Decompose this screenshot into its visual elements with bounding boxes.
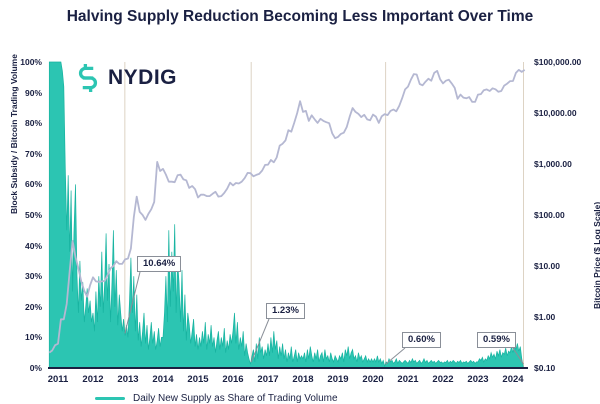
price-line-series — [48, 69, 526, 354]
legend-swatch-supply — [95, 397, 125, 400]
y-left-tick-10%: 10% — [24, 332, 42, 343]
y-left-tick-70%: 70% — [24, 148, 42, 159]
x-tick-2018: 2018 — [292, 374, 314, 385]
x-tick-2013: 2013 — [117, 374, 139, 385]
y-left-tick-60%: 60% — [24, 179, 42, 190]
y-left-tick-100%: 100% — [20, 57, 42, 67]
annotation-leader-2 — [385, 347, 406, 365]
x-tick-2021: 2021 — [397, 374, 419, 385]
y-left-tick-40%: 40% — [24, 240, 42, 251]
annotation-halving-2016: 1.23% — [266, 303, 305, 319]
y-right-tick-$0.10: $0.10 — [534, 363, 556, 373]
y-left-tick-0%: 0% — [29, 363, 42, 373]
annotation-halving-2020: 0.60% — [402, 332, 441, 348]
x-tick-2023: 2023 — [467, 374, 489, 385]
y-left-tick-90%: 90% — [24, 87, 42, 98]
x-tick-2012: 2012 — [82, 374, 104, 385]
brand-wordmark: NYDIG — [108, 66, 178, 89]
legend-label-supply: Daily New Supply as Share of Trading Vol… — [133, 393, 338, 404]
annotation-halving-2012: 10.64% — [137, 256, 182, 272]
y-right-tick-$100,000.00: $100,000.00 — [534, 57, 582, 67]
chart-title: Halving Supply Reduction Becoming Less I… — [66, 8, 534, 25]
annotation-halving-2024: 0.59% — [477, 332, 516, 348]
legend: Daily New Supply as Share of Trading Vol… — [95, 393, 338, 404]
x-tick-2022: 2022 — [432, 374, 454, 385]
y-right-tick-$10.00: $10.00 — [534, 261, 560, 271]
x-tick-2011: 2011 — [47, 374, 69, 385]
y-right-tick-$100.00: $100.00 — [534, 210, 565, 220]
y-right-tick-$10,000.00: $10,000.00 — [534, 108, 577, 118]
x-tick-2014: 2014 — [152, 374, 174, 385]
x-tick-2019: 2019 — [327, 374, 349, 385]
brand-logo: NYDIG — [74, 60, 177, 96]
annotation-leader-3 — [512, 347, 524, 365]
y-right-tick-$1.00: $1.00 — [534, 312, 556, 322]
x-tick-2020: 2020 — [362, 374, 384, 385]
annotation-leader-1 — [250, 318, 270, 363]
nydig-logo-icon — [78, 64, 98, 92]
y-left-tick-30%: 30% — [24, 271, 42, 282]
y-left-tick-80%: 80% — [24, 118, 42, 129]
y-right-tick-$1,000.00: $1,000.00 — [534, 159, 572, 169]
x-tick-2015: 2015 — [187, 374, 209, 385]
right-axis-title: Bitcoin Price ($ Log Scale) — [592, 201, 600, 309]
y-left-tick-20%: 20% — [24, 301, 42, 312]
x-tick-2016: 2016 — [222, 374, 244, 385]
x-tick-2017: 2017 — [257, 374, 279, 385]
annotation-leader-0 — [124, 271, 141, 334]
x-tick-2024: 2024 — [502, 374, 524, 385]
supply-area-series — [48, 61, 524, 369]
left-axis-title: Block Subsidy / Bitcoin Trading Volume — [9, 54, 19, 214]
y-left-tick-50%: 50% — [24, 210, 42, 220]
